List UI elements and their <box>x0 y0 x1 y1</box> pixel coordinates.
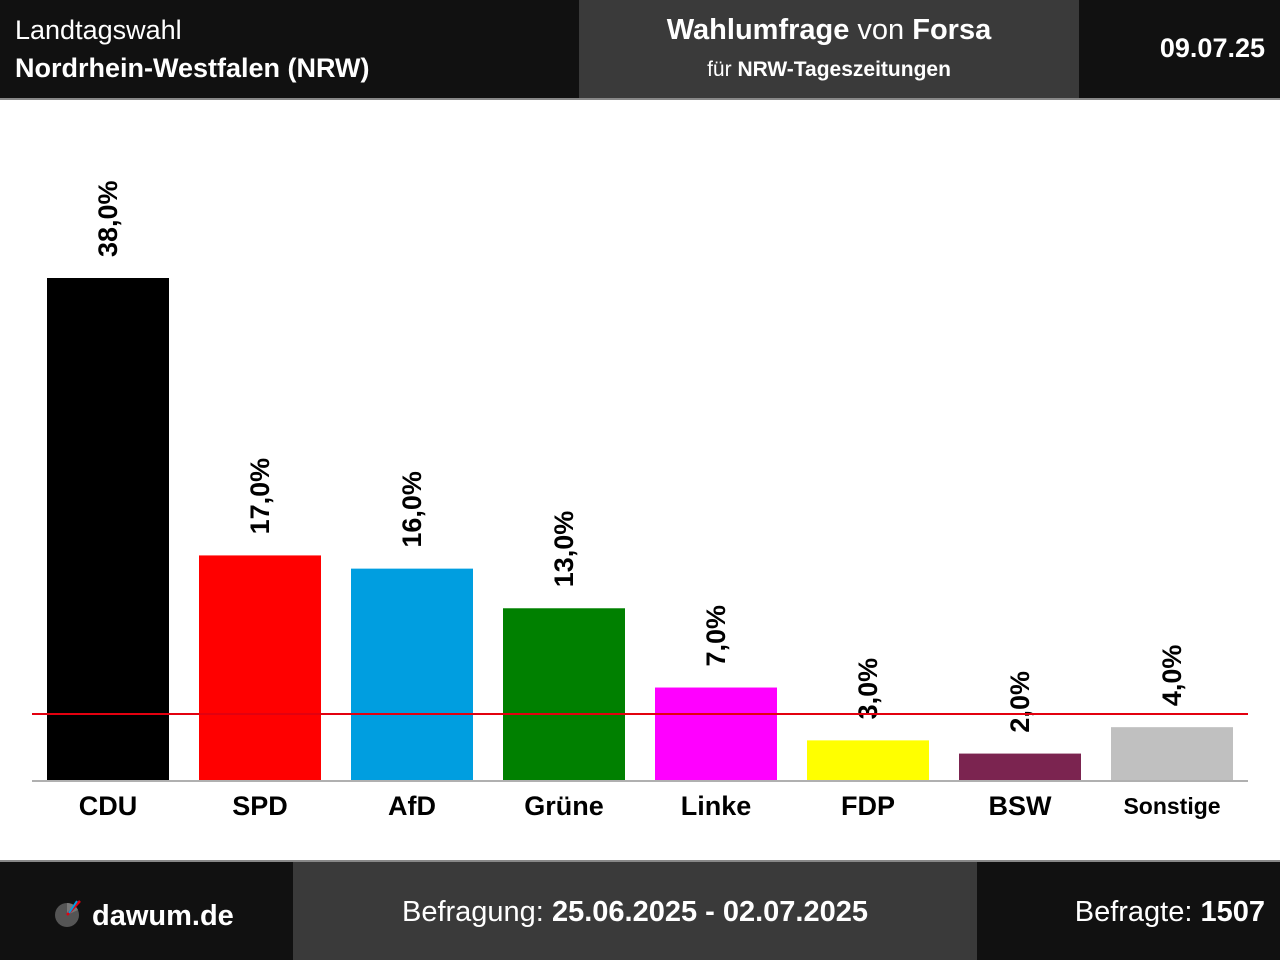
client-name: NRW-Tageszeitungen <box>737 58 951 81</box>
respondents-count: 1507 <box>1200 896 1265 928</box>
poll-title: Wahlumfrage von Forsa <box>579 14 1079 47</box>
category-label-5: FDP <box>841 791 895 821</box>
value-label-4: 7,0% <box>701 605 731 667</box>
survey-period: Befragung: 25.06.2025 - 02.07.2025 <box>293 896 977 929</box>
poll-by: von <box>857 14 905 46</box>
category-label-3: Grüne <box>524 791 604 821</box>
site-name: dawum.de <box>92 900 234 932</box>
publication-date-box: 09.07.25 <box>1079 0 1280 98</box>
dawum-logo-icon <box>55 900 81 927</box>
value-label-3: 13,0% <box>549 511 579 588</box>
client-prefix: für <box>707 58 732 81</box>
bar-2 <box>351 568 473 780</box>
election-title: Landtagswahl Nordrhein-Westfalen (NRW) <box>0 0 579 98</box>
survey-period-dates: 25.06.2025 - 02.07.2025 <box>551 896 868 928</box>
value-label-0: 38,0% <box>93 180 123 257</box>
election-type: Landtagswahl <box>15 15 182 45</box>
category-label-4: Linke <box>681 791 752 821</box>
survey-period-label: Befragung: <box>401 896 544 928</box>
value-label-2: 16,0% <box>397 471 427 548</box>
category-label-1: SPD <box>232 791 288 821</box>
poll-word: Wahlumfrage <box>666 14 850 46</box>
bar-6 <box>959 753 1081 780</box>
institute-name: Forsa <box>912 14 992 46</box>
poll-client: für NRW-Tageszeitungen <box>579 58 1079 82</box>
category-label-6: BSW <box>989 791 1053 821</box>
bar-3 <box>503 608 625 780</box>
bar-4 <box>655 687 777 780</box>
value-label-5: 3,0% <box>853 658 883 720</box>
site-logo: dawum.de <box>0 862 293 960</box>
header-bar: Landtagswahl Nordrhein-Westfalen (NRW) W… <box>0 0 1280 98</box>
respondents-box: Befragte: 1507 <box>977 862 1280 960</box>
publication-date: 09.07.25 <box>1159 33 1265 63</box>
bar-1 <box>199 555 321 780</box>
value-label-1: 17,0% <box>245 458 275 535</box>
poll-bar-chart: 38,0% CDU 17,0% SPD 16,0% AfD 13,0% Grüne 7,0% Li… <box>32 180 1248 821</box>
bar-5 <box>807 740 929 780</box>
survey-period-box: Befragung: 25.06.2025 - 02.07.2025 <box>293 862 977 960</box>
category-label-0: CDU <box>79 791 138 821</box>
footer-divider <box>0 860 1280 862</box>
value-label-7: 4,0% <box>1157 645 1187 707</box>
poll-info: Wahlumfrage von Forsa für NRW-Tageszeitu… <box>579 0 1079 98</box>
category-label-2: AfD <box>388 791 436 821</box>
bar-0 <box>47 278 169 780</box>
footer-bar: dawum.de Befragung: 25.06.2025 - 02.07.2… <box>0 860 1280 960</box>
bar-7 <box>1111 727 1233 780</box>
respondents: Befragte: 1507 <box>1075 896 1265 929</box>
state-name: Nordrhein-Westfalen (NRW) <box>15 53 370 83</box>
category-label-7: Sonstige <box>1123 793 1220 819</box>
header-divider <box>0 98 1280 100</box>
respondents-label: Befragte: <box>1074 896 1193 928</box>
value-label-6: 2,0% <box>1005 671 1035 733</box>
